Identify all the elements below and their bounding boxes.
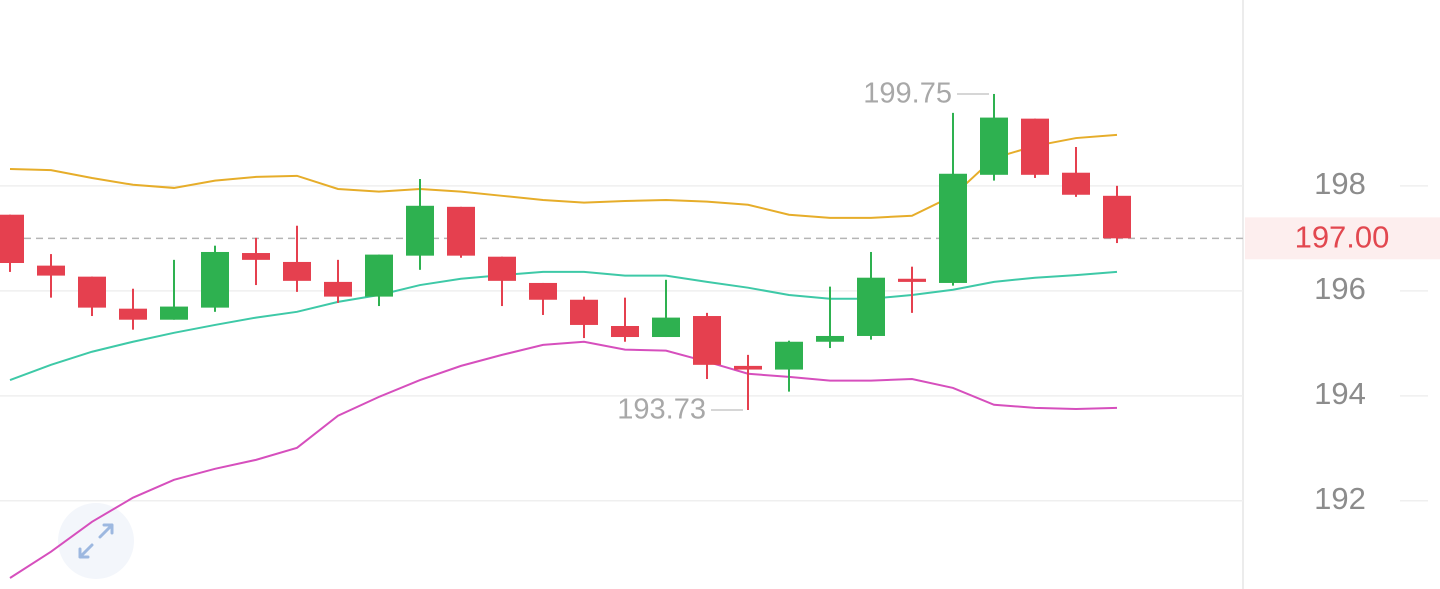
candle-body: [242, 253, 270, 260]
y-tick-label: 192: [1314, 481, 1366, 516]
candle-body: [816, 335, 844, 342]
band-line: [9, 340, 1118, 579]
expand-icon: [78, 523, 114, 559]
candle-body: [365, 254, 393, 297]
candle-body: [611, 325, 639, 338]
candle-body: [734, 365, 762, 370]
expand-bg: [58, 503, 134, 579]
last-price-bg: [1245, 217, 1440, 260]
y-tick-label: 194: [1314, 376, 1366, 411]
expand-button[interactable]: [58, 503, 134, 579]
candle-body: [160, 306, 188, 320]
candle-body: [283, 261, 311, 281]
candle-body: [529, 282, 557, 300]
candle-body: [775, 341, 803, 370]
candle-body: [201, 251, 229, 308]
band-line: [9, 133, 1118, 219]
candle-body: [652, 317, 680, 338]
candle-body: [1062, 172, 1090, 195]
candle-body: [857, 277, 885, 336]
band-line: [9, 270, 1118, 382]
candle-body: [1021, 118, 1049, 175]
candle-body: [898, 278, 926, 282]
candle-body: [78, 276, 106, 308]
candle-body: [37, 265, 65, 276]
candle-body: [939, 173, 967, 283]
candle-body: [0, 214, 24, 264]
candle-body: [119, 308, 147, 320]
min-label: 193.73: [617, 394, 706, 426]
candle-body: [488, 256, 516, 281]
candle-body: [693, 316, 721, 365]
candle-body: [406, 205, 434, 256]
last-price-label: 197.00: [1295, 220, 1390, 255]
candle-body: [324, 281, 352, 297]
candle-body: [1103, 195, 1131, 239]
max-label: 199.75: [863, 78, 952, 110]
candle-body: [980, 117, 1008, 175]
y-tick-label: 198: [1314, 166, 1366, 201]
candle-body: [447, 206, 475, 256]
y-tick-label: 196: [1314, 271, 1366, 306]
candle-body: [570, 299, 598, 325]
